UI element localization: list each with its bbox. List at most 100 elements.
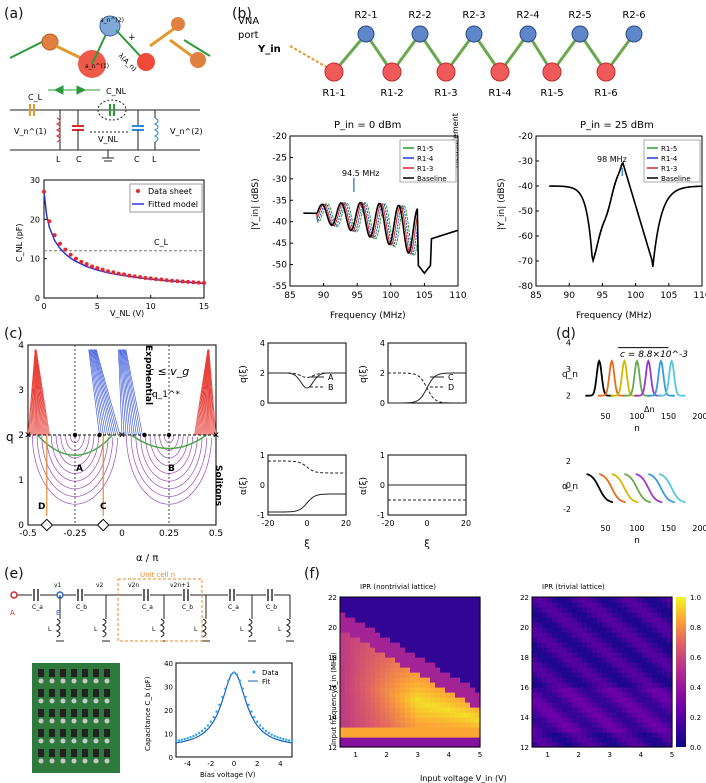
heat-cell (612, 652, 618, 658)
heat-cell (647, 612, 653, 618)
legend-label: R1-4 (417, 155, 434, 163)
heat-cell (667, 727, 673, 733)
heat-cell (420, 622, 426, 628)
heat-cell (577, 667, 583, 673)
heat-cell (440, 642, 446, 648)
heat-cell (370, 632, 376, 638)
heat-cell (587, 607, 593, 613)
heat-cell (547, 622, 553, 628)
heat-cell (577, 647, 583, 653)
heat-cell (435, 612, 441, 618)
heat-cell (612, 687, 618, 693)
chart-b1: P_in = 0 dBm 85 90 95 100 105 110-55-50-45-40… (251, 120, 467, 321)
heat-cell (430, 717, 436, 723)
heat-cell (370, 722, 376, 728)
heat-cell (542, 617, 548, 623)
inductor-label: L (48, 626, 52, 633)
heat-cell (662, 702, 668, 708)
x-tick-label: 2 (255, 760, 259, 768)
heat-cell (552, 602, 558, 608)
vna-title: VNA (238, 16, 259, 27)
heat-cell (475, 707, 481, 713)
pcb-inductor (93, 758, 99, 764)
heat-cell (532, 727, 538, 733)
heat-cell (592, 707, 598, 713)
heat-cell (425, 707, 431, 713)
resonator-R2-label: R2-5 (568, 10, 591, 21)
heat-cell (607, 722, 613, 728)
heat-cell (435, 657, 441, 663)
heat-cell (552, 597, 558, 603)
heat-cell (637, 612, 643, 618)
heat-cell (587, 722, 593, 728)
heat-cell (380, 717, 386, 723)
heat-cell (465, 682, 471, 688)
heat-cell (410, 662, 416, 668)
heat-cell (390, 672, 396, 678)
chart-b2-ylabel: |Y_in| (dBS) (497, 178, 507, 230)
heat-cell (552, 737, 558, 743)
heat-cell (370, 607, 376, 613)
pcb-inductor (49, 718, 55, 724)
panel-label-c: (c) (4, 326, 23, 342)
heat-cell (395, 732, 401, 738)
soliton-curve (126, 434, 212, 505)
heat-cell (370, 687, 376, 693)
heat-cell (642, 652, 648, 658)
heat-cell (547, 682, 553, 688)
heat-cell (657, 707, 663, 713)
heat-cell (410, 612, 416, 618)
heat-cell (435, 677, 441, 683)
heat-cell (662, 607, 668, 613)
heat-cell (425, 667, 431, 673)
heat-cell (475, 607, 481, 613)
heat-cell (567, 617, 573, 623)
panel-label-d: (d) (556, 326, 576, 342)
heat-cell (455, 627, 461, 633)
y-tick-label: -35 (272, 196, 287, 206)
heat-cell (627, 652, 633, 658)
pcb-component (71, 709, 77, 717)
heat-cell (662, 617, 668, 623)
heat-cell (475, 737, 481, 743)
heat-cell (542, 707, 548, 713)
heat-cell (405, 597, 411, 603)
heat-cell (547, 672, 553, 678)
d-ylabel: q_n (562, 370, 578, 380)
heat-cell (657, 712, 663, 718)
heat-cell (647, 692, 653, 698)
heat-cell (380, 697, 386, 703)
heat-cell (465, 597, 471, 603)
heat-cell (617, 672, 623, 678)
heat-cell (607, 717, 613, 723)
heat-cell (400, 632, 406, 638)
data-point (276, 736, 279, 739)
heat-cell (607, 727, 613, 733)
data-point (209, 720, 212, 723)
x-tick-label: 0 (41, 302, 46, 311)
exp-curve-blue (121, 349, 131, 436)
heat-cell (612, 737, 618, 743)
heat-cell (385, 682, 391, 688)
y-tick-label: -20 (518, 132, 533, 142)
heat-cell (465, 612, 471, 618)
y-tick-label: -20 (272, 132, 287, 142)
heat-cell (627, 737, 633, 743)
legend-label: R1-5 (417, 145, 433, 153)
heat-cell (642, 722, 648, 728)
heat-cell (425, 697, 431, 703)
phase-label-C: C (100, 502, 107, 512)
heat-cell (622, 602, 628, 608)
data-sheet-point (180, 279, 185, 284)
heat-cell (597, 712, 603, 718)
heat-cell (430, 667, 436, 673)
heat-cell (612, 642, 618, 648)
heat-cell (582, 597, 588, 603)
heat-cell (647, 727, 653, 733)
heat-cell (667, 672, 673, 678)
heat-cell (587, 657, 593, 663)
heat-cell (460, 617, 466, 623)
heat-cell (642, 707, 648, 713)
small-legend-label: A (328, 373, 334, 382)
x-tick-label: 0 (232, 760, 236, 768)
